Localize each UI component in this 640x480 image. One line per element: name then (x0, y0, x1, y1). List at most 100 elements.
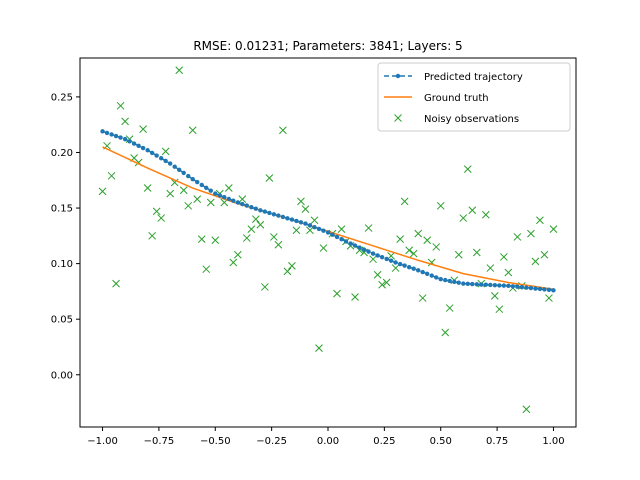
noisy-observation-marker (536, 216, 544, 225)
predicted-trajectory-point (136, 143, 141, 149)
predicted-trajectory-point (542, 287, 547, 292)
noisy-observation-marker (531, 257, 540, 266)
predicted-trajectory-point (533, 286, 538, 291)
predicted-trajectory-point (190, 176, 195, 182)
marker-stroke (387, 251, 395, 260)
marker-stroke (549, 225, 558, 234)
predicted-trajectory-point (181, 170, 186, 176)
marker-stroke (261, 283, 269, 291)
predicted-trajectory-point (226, 196, 231, 202)
predicted-trajectory-point (357, 245, 362, 250)
predicted-trajectory-point (186, 173, 191, 179)
x-tick-label: −1.00 (87, 436, 118, 447)
marker-stroke (112, 279, 120, 288)
predicted-trajectory-point (204, 185, 209, 191)
predicted-trajectory-point (167, 161, 173, 166)
predicted-trajectory-point (158, 156, 164, 161)
marker-stroke (531, 257, 540, 266)
marker-stroke (346, 241, 355, 250)
noisy-observation-marker (423, 236, 432, 245)
predicted-trajectory-point (140, 145, 146, 151)
marker-stroke (337, 225, 346, 234)
predicted-trajectory-point (510, 284, 516, 289)
marker-stroke (238, 195, 247, 204)
marker-stroke (364, 224, 373, 232)
predicted-trajectory-point (384, 256, 389, 262)
marker-stroke (134, 158, 143, 167)
noisy-observation-marker (242, 234, 251, 242)
predicted-trajectory-point (330, 232, 335, 237)
legend-label: Ground truth (424, 93, 489, 104)
marker-stroke (107, 171, 116, 180)
marker-stroke (297, 197, 305, 206)
marker-stroke (274, 240, 283, 249)
predicted-trajectory-point (258, 208, 263, 213)
noisy-observation-marker (382, 278, 391, 287)
predicted-trajectory-point (515, 284, 520, 289)
noisy-observation-marker (504, 268, 513, 277)
noisy-observation-marker (405, 246, 414, 255)
marker-stroke (495, 305, 504, 314)
marker-stroke (396, 235, 404, 244)
marker-stroke (252, 215, 260, 224)
marker-stroke (472, 248, 481, 257)
noisy-observation-marker (436, 201, 445, 210)
noisy-observation-marker (549, 225, 558, 234)
marker-stroke (423, 236, 432, 245)
x-tick-label: 1.00 (542, 436, 564, 447)
predicted-trajectory-point (393, 260, 398, 265)
noisy-observation-marker (481, 210, 490, 219)
predicted-trajectory-point (425, 271, 430, 277)
marker-stroke (175, 66, 184, 75)
legend-box (377, 62, 571, 132)
noisy-observation-marker (270, 233, 278, 241)
predicted-trajectory-point (131, 141, 137, 146)
plot-area (98, 66, 558, 414)
noisy-observation-marker (445, 304, 454, 312)
marker-stroke (197, 235, 206, 244)
noisy-observation-marker (188, 126, 197, 135)
noisy-observation-marker (513, 233, 522, 241)
predicted-trajectory-point (217, 193, 222, 198)
noisy-observation-marker (229, 258, 238, 267)
predicted-trajectory-point (370, 251, 376, 256)
predicted-trajectory-point (172, 164, 177, 169)
marker-stroke (400, 197, 409, 206)
marker-stroke (527, 229, 535, 238)
marker-stroke (504, 268, 513, 277)
predicted-trajectory-point (415, 268, 421, 273)
marker-stroke (432, 243, 441, 251)
predicted-trajectory-point (343, 239, 349, 244)
noisy-observation-marker (224, 184, 233, 192)
marker-stroke (242, 234, 251, 242)
predicted-trajectory-point (334, 234, 340, 240)
predicted-trajectory-point (213, 191, 218, 196)
marker-stroke (436, 201, 445, 210)
marker-stroke (351, 293, 359, 301)
noisy-observation-marker (175, 66, 184, 75)
predicted-trajectory-point (366, 249, 371, 254)
marker-stroke (206, 198, 215, 207)
predicted-trajectory-point (177, 167, 182, 173)
noisy-observation-marker (98, 187, 107, 196)
noisy-observation-marker (378, 280, 386, 289)
noisy-observation-marker (432, 243, 441, 251)
predicted-trajectory-point (235, 200, 241, 205)
predicted-trajectory-line (102, 130, 554, 292)
noisy-observation-marker (288, 261, 296, 270)
noisy-observation-marker (112, 279, 120, 288)
predicted-trajectory-point (253, 206, 259, 211)
marker-stroke (427, 258, 436, 267)
marker-stroke (292, 226, 301, 235)
predicted-trajectory-point (456, 280, 461, 285)
predicted-trajectory-point (452, 279, 457, 285)
noisy-observation-marker (486, 264, 495, 272)
predicted-trajectory-point (461, 281, 466, 286)
predicted-trajectory-point (546, 287, 552, 293)
noisy-observation-marker (333, 289, 341, 298)
predicted-trajectory-point (312, 224, 317, 230)
noisy-observation-marker (206, 198, 215, 207)
noisy-observation-marker (170, 178, 179, 187)
y-tick-label: 0.05 (51, 315, 73, 326)
predicted-trajectory-point (528, 285, 534, 291)
